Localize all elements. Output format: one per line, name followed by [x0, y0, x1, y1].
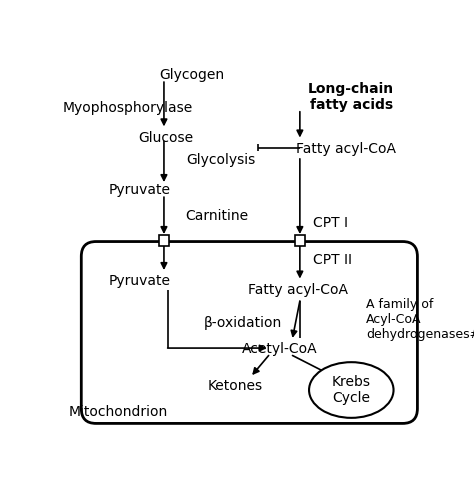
Bar — [159, 235, 169, 246]
Text: CPT I: CPT I — [313, 216, 348, 230]
Text: Fatty acyl-CoA: Fatty acyl-CoA — [296, 142, 396, 156]
Text: Myophosphorylase: Myophosphorylase — [63, 101, 193, 115]
Text: Glycolysis: Glycolysis — [186, 153, 255, 167]
Text: Krebs
Cycle: Krebs Cycle — [332, 375, 371, 405]
Text: Carnitine: Carnitine — [186, 209, 249, 223]
Text: Glycogen: Glycogen — [159, 67, 224, 81]
Ellipse shape — [309, 362, 393, 418]
Text: Acetyl-CoA: Acetyl-CoA — [242, 342, 318, 356]
Text: Pyruvate: Pyruvate — [109, 273, 171, 288]
Text: Glucose: Glucose — [138, 131, 193, 145]
Text: Ketones: Ketones — [208, 379, 263, 393]
Text: Long-chain
fatty acids: Long-chain fatty acids — [308, 82, 394, 112]
Text: A family of
Acyl-CoA
dehydrogenases#: A family of Acyl-CoA dehydrogenases# — [366, 298, 474, 341]
Text: Mitochondrion: Mitochondrion — [68, 405, 168, 419]
Bar — [295, 235, 305, 246]
Text: β-oxidation: β-oxidation — [204, 316, 282, 330]
Text: CPT II: CPT II — [313, 253, 352, 267]
Text: Fatty acyl-CoA: Fatty acyl-CoA — [248, 283, 348, 297]
Text: Pyruvate: Pyruvate — [109, 183, 171, 197]
